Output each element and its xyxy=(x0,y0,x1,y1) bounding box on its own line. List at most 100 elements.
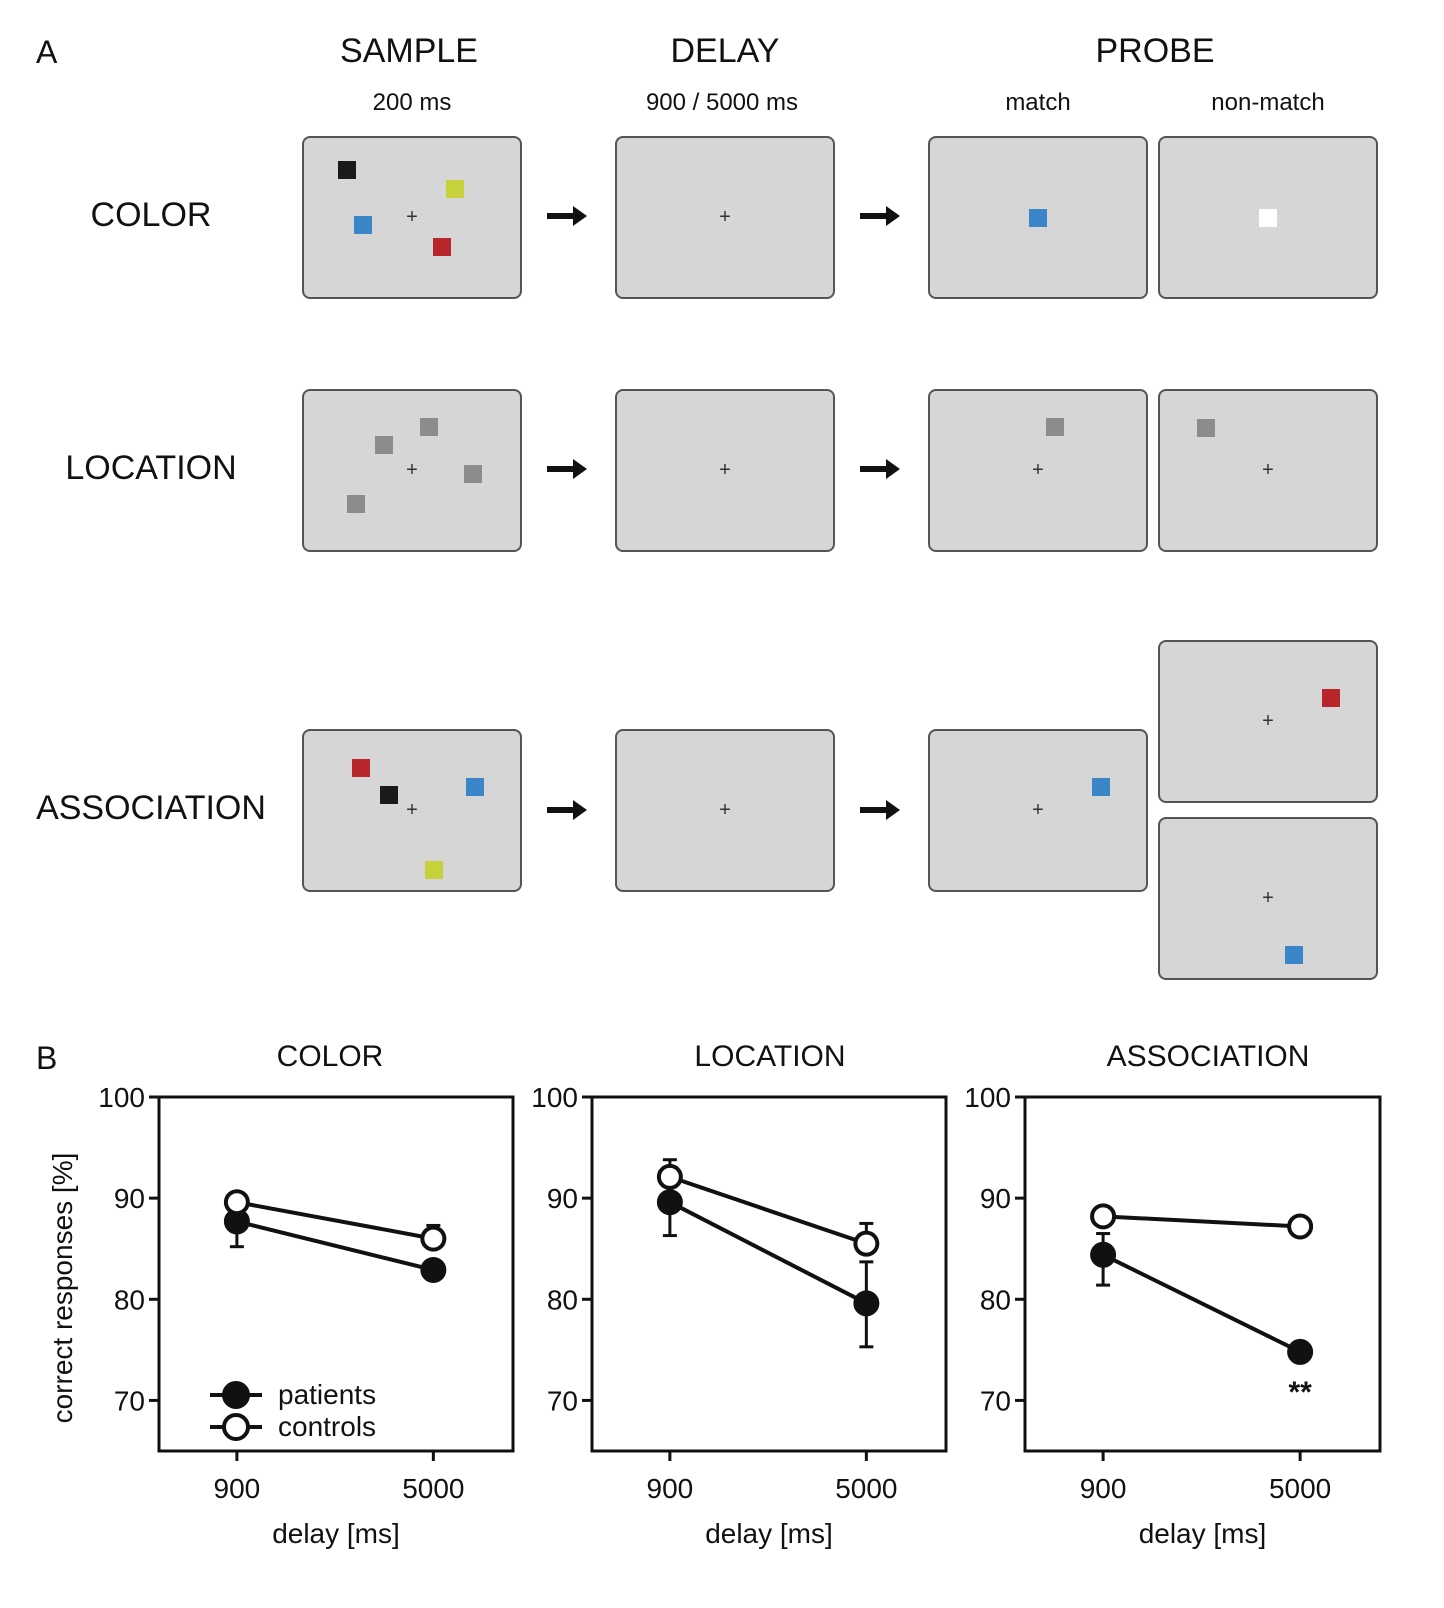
location-sample-screen: + xyxy=(302,389,522,552)
y-tick-label: 70 xyxy=(547,1385,578,1416)
row-label-association: ASSOCIATION xyxy=(36,789,266,827)
panel-a-letter: A xyxy=(36,34,58,70)
row-label-color: COLOR xyxy=(90,196,212,234)
x-tick-label: 900 xyxy=(1080,1473,1127,1504)
x-tick-label: 5000 xyxy=(1269,1473,1331,1504)
association-probe-nonmatch-screen-1: + xyxy=(1158,640,1378,803)
legend-marker-controls xyxy=(222,1413,250,1441)
color-delay-screen: + xyxy=(615,136,835,299)
y-tick-label: 90 xyxy=(114,1183,145,1214)
black-square xyxy=(338,161,356,179)
yellow-green-square xyxy=(425,861,443,879)
fixation-cross: + xyxy=(719,459,731,481)
chart-title-color: COLOR xyxy=(276,1040,384,1073)
color-probe-match-screen xyxy=(928,136,1148,299)
x-axis-label: delay [ms] xyxy=(1139,1518,1267,1549)
arrow-icon xyxy=(860,206,900,226)
data-point-patients xyxy=(853,1290,880,1317)
delay-duration: 900 / 5000 ms xyxy=(645,89,799,116)
y-axis-label: correct responses [%] xyxy=(47,1153,78,1424)
association-sample-screen: + xyxy=(302,729,522,892)
x-tick-label: 900 xyxy=(214,1473,261,1504)
arrow-icon xyxy=(547,459,587,479)
data-point-controls xyxy=(656,1163,683,1190)
legend-label-patients: patients xyxy=(278,1379,376,1410)
x-tick-label: 5000 xyxy=(835,1473,897,1504)
fixation-cross: + xyxy=(1032,459,1044,481)
white-square xyxy=(1259,209,1277,227)
gray-square xyxy=(347,495,365,513)
series-line-patients xyxy=(236,1219,434,1272)
significance-marker: ** xyxy=(1288,1376,1312,1409)
x-tick-label: 900 xyxy=(647,1473,694,1504)
red-square xyxy=(433,238,451,256)
legend-label-controls: controls xyxy=(278,1411,376,1442)
location-probe-match-screen: + xyxy=(928,389,1148,552)
color-sample-screen: + xyxy=(302,136,522,299)
gray-square xyxy=(375,436,393,454)
y-tick-label: 90 xyxy=(980,1183,1011,1214)
blue-square xyxy=(466,778,484,796)
y-tick-label: 80 xyxy=(114,1284,145,1315)
legend: patients controls xyxy=(210,1379,376,1442)
location-probe-nonmatch-screen: + xyxy=(1158,389,1378,552)
chart-title-location: LOCATION xyxy=(694,1040,846,1073)
data-point-patients xyxy=(1090,1241,1117,1268)
yellow-green-square xyxy=(446,180,464,198)
probe-title: PROBE xyxy=(1095,32,1215,70)
plot-frame xyxy=(1023,1095,1382,1453)
fixation-cross: + xyxy=(1262,459,1274,481)
y-tick-label: 70 xyxy=(114,1385,145,1416)
blue-square xyxy=(1285,946,1303,964)
chart-title-association: ASSOCIATION xyxy=(1106,1040,1310,1073)
data-point-controls xyxy=(853,1230,880,1257)
data-point-patients xyxy=(420,1256,447,1283)
sample-title: SAMPLE xyxy=(340,32,478,70)
y-tick-label: 100 xyxy=(964,1082,1011,1113)
series-line-controls xyxy=(669,1175,867,1246)
fixation-cross: + xyxy=(406,459,418,481)
red-square xyxy=(1322,689,1340,707)
fixation-cross: + xyxy=(1262,887,1274,909)
y-tick-label: 100 xyxy=(531,1082,578,1113)
gray-square xyxy=(1046,418,1064,436)
y-tick-label: 70 xyxy=(980,1385,1011,1416)
location-delay-screen: + xyxy=(615,389,835,552)
y-tick-label: 80 xyxy=(980,1284,1011,1315)
gray-square xyxy=(1197,419,1215,437)
fixation-cross: + xyxy=(406,206,418,228)
blue-square xyxy=(354,216,372,234)
y-tick-label: 90 xyxy=(547,1183,578,1214)
series-line-patients xyxy=(668,1200,868,1306)
y-tick-label: 100 xyxy=(98,1082,145,1113)
red-square xyxy=(352,759,370,777)
data-point-patients xyxy=(656,1189,683,1216)
fixation-cross: + xyxy=(1262,710,1274,732)
gray-square xyxy=(464,465,482,483)
arrow-icon xyxy=(547,800,587,820)
plot-frame xyxy=(590,1095,948,1453)
data-point-controls xyxy=(223,1189,250,1216)
arrow-icon xyxy=(860,800,900,820)
x-axis-label: delay [ms] xyxy=(272,1518,400,1549)
data-point-controls xyxy=(1287,1213,1314,1240)
gray-square xyxy=(420,418,438,436)
association-probe-nonmatch-screen-2: + xyxy=(1158,817,1378,980)
sample-duration: 200 ms xyxy=(372,89,452,116)
y-tick-label: 80 xyxy=(547,1284,578,1315)
fixation-cross: + xyxy=(406,799,418,821)
series-line-patients xyxy=(1102,1252,1302,1354)
arrow-icon xyxy=(547,206,587,226)
blue-square xyxy=(1092,778,1110,796)
data-point-controls xyxy=(1090,1203,1117,1230)
data-point-controls xyxy=(420,1225,447,1252)
probe-match-label: match xyxy=(1005,89,1071,116)
color-probe-nonmatch-screen xyxy=(1158,136,1378,299)
x-tick-label: 5000 xyxy=(402,1473,464,1504)
fixation-cross: + xyxy=(719,799,731,821)
fixation-cross: + xyxy=(1032,799,1044,821)
arrow-icon xyxy=(860,459,900,479)
blue-square xyxy=(1029,209,1047,227)
